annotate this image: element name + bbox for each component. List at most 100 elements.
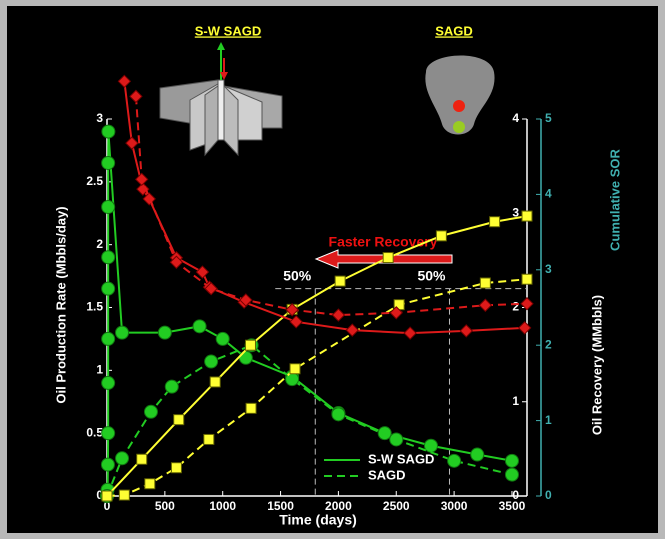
y-tick-label: 1.5	[86, 300, 103, 314]
marker	[203, 433, 215, 445]
icon-label: S-W SAGD	[195, 23, 261, 38]
marker	[478, 298, 493, 312]
y-axis-title: Oil Production Rate (Mbbls/day)	[53, 206, 68, 403]
marker	[143, 404, 158, 419]
y3-tick-label: 1	[545, 413, 552, 427]
marker	[389, 306, 403, 320]
marker	[170, 462, 182, 474]
marker	[238, 350, 253, 365]
marker	[144, 478, 156, 490]
marker	[382, 252, 394, 264]
marker	[135, 172, 149, 187]
icon-label: SAGD	[435, 23, 473, 38]
y-tick-label: 2	[96, 237, 103, 251]
marker	[101, 250, 116, 265]
marker	[101, 375, 116, 390]
marker	[117, 74, 132, 89]
marker	[245, 402, 257, 414]
x-axis-title: Time (days)	[279, 512, 357, 528]
x-tick-label: 3000	[441, 499, 468, 513]
sw-sagd-icon	[159, 42, 283, 157]
y2-axis-title: Oil Recovery (MMbbls)	[589, 295, 604, 435]
x-tick-label: 1000	[209, 499, 236, 513]
marker	[377, 426, 392, 441]
marker	[520, 297, 534, 311]
y3-tick-label: 5	[545, 111, 552, 125]
marker	[521, 273, 533, 285]
sagd-icon	[425, 55, 495, 135]
marker	[115, 451, 130, 466]
marker	[101, 426, 116, 441]
marker	[423, 438, 438, 453]
marker	[331, 308, 346, 322]
marker	[459, 324, 473, 338]
legend-label: SAGD	[368, 467, 406, 482]
y2-tick-label: 3	[512, 205, 519, 219]
marker	[101, 124, 116, 139]
marker	[173, 414, 185, 426]
y-tick-label: 3	[96, 111, 103, 125]
marker	[100, 457, 115, 472]
y3-tick-label: 3	[545, 262, 552, 276]
marker	[125, 136, 139, 150]
marker	[101, 199, 116, 214]
marker	[403, 326, 417, 340]
annotation: Faster Recovery	[329, 234, 438, 250]
marker	[289, 363, 301, 375]
y3-tick-label: 0	[545, 488, 552, 502]
marker	[157, 325, 172, 340]
marker	[289, 315, 303, 329]
marker	[389, 432, 404, 447]
marker	[479, 277, 491, 289]
marker	[136, 182, 150, 196]
marker	[489, 216, 501, 228]
marker	[101, 490, 113, 502]
series-line	[134, 96, 528, 317]
y2-tick-label: 4	[512, 111, 519, 125]
y-tick-label: 0.5	[86, 425, 103, 439]
marker	[118, 489, 130, 501]
marker	[504, 467, 519, 482]
y2-tick-label: 0	[512, 488, 519, 502]
marker	[209, 376, 221, 388]
reference-label: 50%	[283, 267, 312, 283]
marker	[215, 331, 230, 346]
marker	[192, 319, 207, 334]
marker	[504, 453, 519, 468]
marker	[447, 453, 462, 468]
marker	[435, 230, 447, 242]
x-tick-label: 1500	[267, 499, 294, 513]
marker	[195, 265, 210, 279]
marker	[129, 89, 143, 104]
marker	[244, 339, 256, 351]
plot-background	[7, 6, 658, 533]
marker	[521, 210, 533, 222]
marker	[204, 354, 219, 369]
x-tick-label: 0	[104, 499, 111, 513]
marker	[239, 293, 253, 307]
marker	[345, 323, 359, 337]
marker	[334, 275, 346, 287]
y3-tick-label: 4	[545, 187, 552, 201]
series-line	[106, 278, 528, 497]
reference-label: 50%	[417, 267, 446, 283]
y2-tick-label: 2	[512, 300, 519, 314]
marker	[101, 331, 116, 346]
y2-tick-label: 1	[512, 394, 519, 408]
marker	[101, 281, 116, 296]
marker	[115, 325, 130, 340]
marker	[136, 453, 148, 465]
y3-axis-title: Cumulative SOR	[607, 148, 622, 250]
y-tick-label: 2.5	[86, 174, 103, 188]
y3-tick-label: 2	[545, 337, 552, 351]
x-tick-label: 500	[155, 499, 175, 513]
marker	[285, 303, 299, 317]
marker	[204, 281, 218, 296]
y-tick-label: 1	[96, 363, 103, 377]
marker	[101, 155, 116, 170]
marker	[164, 379, 179, 394]
y-tick-label: 0	[96, 488, 103, 502]
x-tick-label: 3500	[499, 499, 526, 513]
x-tick-label: 2500	[383, 499, 410, 513]
